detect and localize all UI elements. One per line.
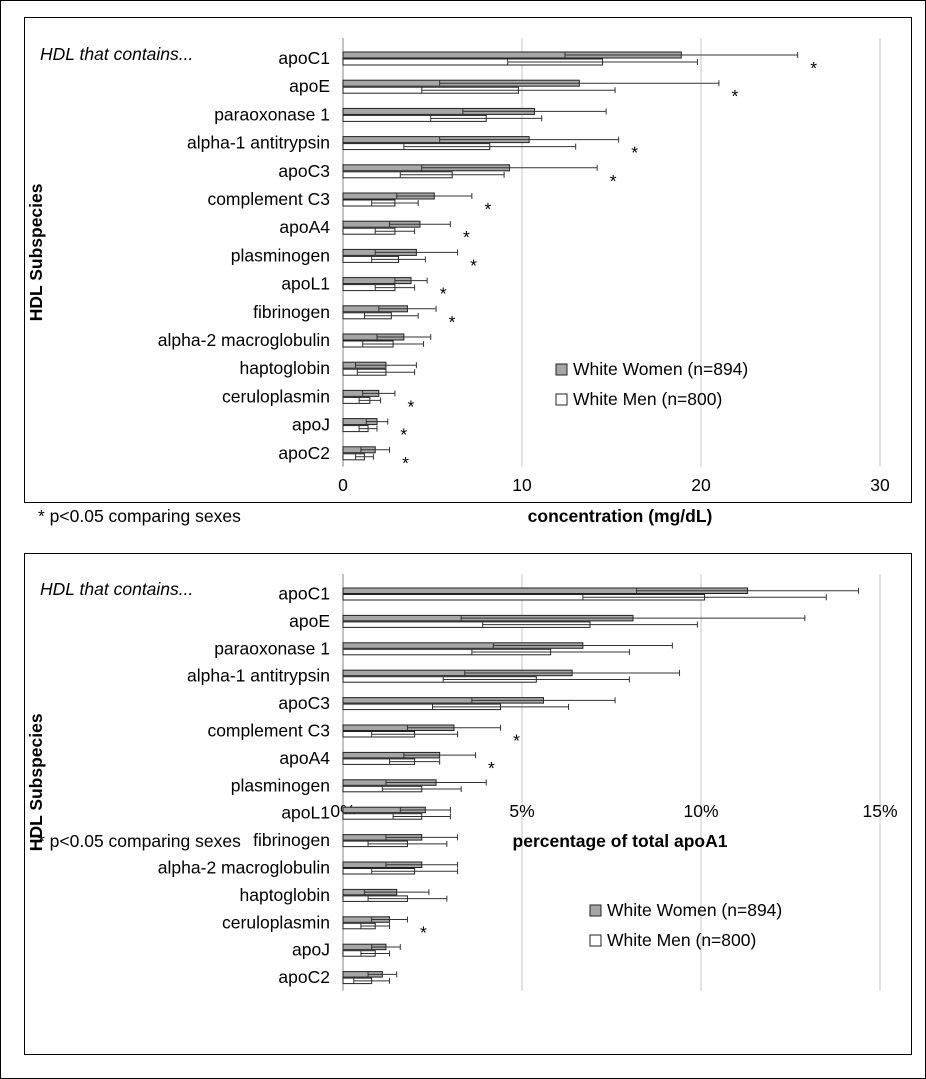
category-label: paraoxonase 1 (214, 638, 330, 658)
category-label: fibrinogen (253, 830, 330, 850)
category-label: apoA4 (279, 217, 330, 237)
x-tick-label: 20 (691, 475, 711, 495)
category-label: apoC1 (278, 584, 330, 604)
significance-asterisk: * (463, 227, 470, 247)
significance-asterisk: * (731, 86, 738, 106)
category-label: apoJ (292, 940, 330, 960)
category-label: apoL1 (281, 803, 330, 823)
x-axis-title: percentage of total apoA1 (513, 831, 728, 851)
significance-asterisk: * (408, 396, 415, 416)
x-tick-label: 0 (338, 475, 348, 495)
category-label: complement C3 (207, 721, 330, 741)
x-tick-label: 30 (870, 475, 890, 495)
category-label: plasminogen (231, 245, 330, 265)
category-label: plasminogen (231, 775, 330, 795)
y-axis-title: HDL Subspecies (26, 183, 46, 321)
significance-asterisk: * (440, 284, 447, 304)
x-tick-label: 10 (512, 475, 532, 495)
intro-label: HDL that contains... (40, 579, 193, 599)
category-label: alpha-2 macroglobulin (158, 330, 330, 350)
category-label: apoJ (292, 415, 330, 435)
category-label: haptoglobin (240, 358, 331, 378)
category-label: apoA4 (279, 748, 330, 768)
legend-swatch (555, 363, 568, 376)
category-label: apoC2 (278, 967, 330, 987)
category-label: alpha-1 antitrypsin (187, 666, 330, 686)
category-label: apoE (289, 76, 330, 96)
significance-asterisk: * (484, 199, 491, 219)
significance-asterisk: * (400, 425, 407, 445)
y-axis-title: HDL Subspecies (26, 713, 46, 851)
footnote: * p<0.05 comparing sexes (38, 831, 241, 851)
category-label: apoC3 (278, 693, 330, 713)
chart-panel-concentration (24, 17, 912, 503)
legend-label: White Women (n=894) (607, 900, 782, 920)
significance-asterisk: * (631, 143, 638, 163)
category-label: apoC1 (278, 48, 330, 68)
category-label: apoE (289, 611, 330, 631)
legend-swatch (589, 904, 602, 917)
significance-asterisk: * (810, 58, 817, 78)
chart-panel-percentage (24, 553, 912, 1055)
category-label: alpha-1 antitrypsin (187, 133, 330, 153)
legend-label: White Women (n=894) (573, 359, 748, 379)
legend-swatch (555, 393, 568, 406)
significance-asterisk: * (420, 922, 427, 942)
category-label: fibrinogen (253, 302, 330, 322)
legend-swatch (589, 934, 602, 947)
category-label: ceruloplasmin (222, 912, 330, 932)
significance-asterisk: * (488, 758, 495, 778)
significance-asterisk: * (513, 731, 520, 751)
category-label: ceruloplasmin (222, 386, 330, 406)
intro-label: HDL that contains... (40, 44, 193, 64)
significance-asterisk: * (449, 312, 456, 332)
category-label: paraoxonase 1 (214, 104, 330, 124)
significance-asterisk: * (402, 453, 409, 473)
x-tick-label: 5% (509, 801, 534, 821)
category-label: haptoglobin (240, 885, 331, 905)
category-label: apoL1 (281, 274, 330, 294)
category-label: alpha-2 macroglobulin (158, 858, 330, 878)
category-label: apoC3 (278, 161, 330, 181)
legend-label: White Men (n=800) (573, 389, 722, 409)
category-label: apoC2 (278, 443, 330, 463)
significance-asterisk: * (610, 171, 617, 191)
x-tick-label: 10% (683, 801, 718, 821)
x-axis-title: concentration (mg/dL) (528, 506, 713, 526)
x-tick-label: 15% (862, 801, 897, 821)
category-label: complement C3 (207, 189, 330, 209)
legend-label: White Men (n=800) (607, 930, 756, 950)
footnote: * p<0.05 comparing sexes (38, 506, 241, 526)
significance-asterisk: * (470, 255, 477, 275)
